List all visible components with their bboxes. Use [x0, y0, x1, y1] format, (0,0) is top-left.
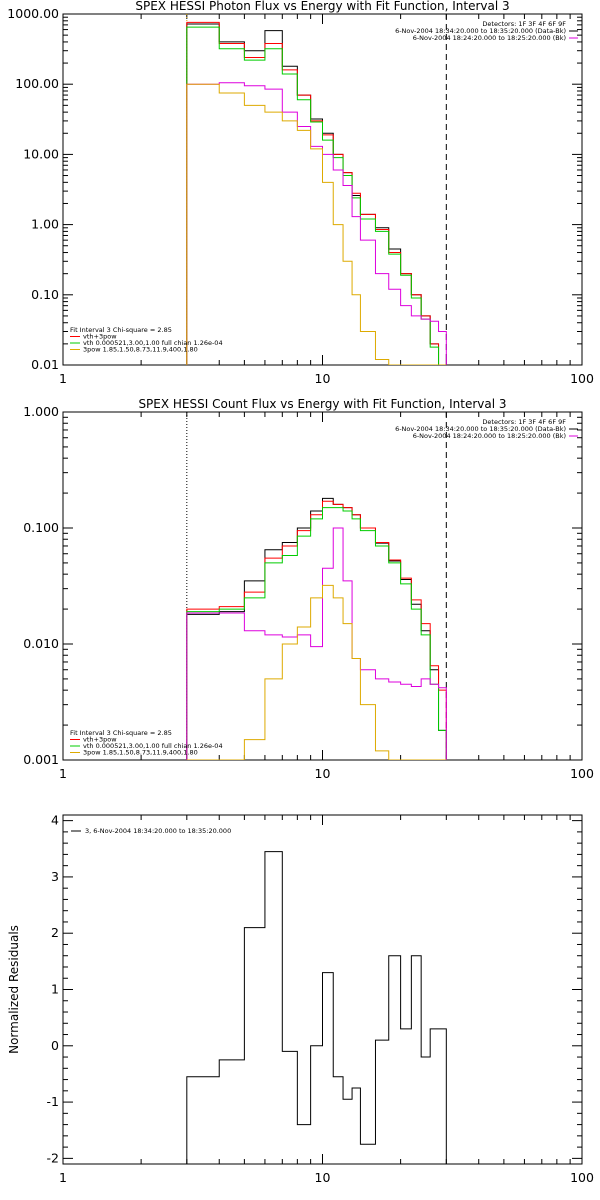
y-tick-label: 1.000 [23, 404, 59, 419]
series-line-1 [186, 851, 447, 1164]
series-line-4 [186, 82, 447, 365]
legend-header: Fit Interval 3 Chi-square = 2.85 [70, 326, 172, 334]
y-tick-label: 10.00 [23, 146, 59, 161]
y-tick-label: 0 [51, 1038, 59, 1053]
legend-header: Fit Interval 3 Chi-square = 2.85 [70, 729, 172, 737]
y-tick-label: -1 [47, 1094, 59, 1109]
y-tick-label: 1000.00 [7, 6, 59, 21]
x-tick-label: 100 [570, 766, 594, 781]
legend-entry: vth+3pow [83, 736, 117, 744]
header-line: 6-Nov-2004 18:34:20.000 to 18:35:20.000 … [395, 27, 566, 35]
x-tick-label: 1 [59, 371, 67, 386]
chart-panel-2: SPEX HESSI Count Flux vs Energy with Fit… [23, 397, 594, 781]
x-tick-label: 100 [570, 371, 594, 386]
header-line: 6-Nov-2004 18:24:20.000 to 18:25:20.000 … [413, 34, 566, 42]
x-tick-label: 10 [315, 371, 331, 386]
y-tick-label: 100.00 [15, 76, 59, 91]
series-line-2 [186, 21, 447, 365]
x-tick-label: 10 [315, 766, 331, 781]
y-tick-label: 0.001 [23, 752, 59, 767]
x-tick-label: 1 [59, 1170, 67, 1185]
y-tick-label: 0.010 [23, 636, 59, 651]
series-line-3 [186, 26, 447, 365]
x-tick-label: 100 [570, 1170, 594, 1185]
x-tick-label: 1 [59, 766, 67, 781]
y-tick-label: 3 [51, 869, 59, 884]
x-tick-label: 10 [315, 1170, 331, 1185]
y-tick-label: 2 [51, 925, 59, 940]
y-tick-label: 0.100 [23, 520, 59, 535]
plot-frame [62, 13, 583, 366]
legend-entry: 3pow 1.85,1.50,8.73,11.9,400,1.80 [83, 346, 198, 354]
legend-entry: 3pow 1.85,1.50,8.73,11.9,400,1.80 [83, 749, 198, 757]
legend-entry: vth 0.000521,3.00,1.00 full chian 1.26e-… [83, 742, 223, 750]
header-line: 6-Nov-2004 18:24:20.000 to 18:25:20.000 … [413, 432, 566, 440]
y-tick-label: 1.00 [31, 217, 59, 232]
chart-panel-1: SPEX HESSI Photon Flux vs Energy with Fi… [7, 0, 594, 386]
series-group [186, 14, 447, 365]
y-tick-label: 0.01 [31, 357, 59, 372]
legend-entry: vth 0.000521,3.00,1.00 full chian 1.26e-… [83, 339, 223, 347]
y-tick-label: 4 [51, 813, 59, 828]
series-line-1 [186, 23, 447, 365]
series-line-1 [186, 497, 447, 760]
header-line: Detectors: 1F 3F 4F 6F 9F [482, 20, 566, 28]
header-line: Detectors: 1F 3F 4F 6F 9F [482, 418, 566, 426]
header-line: 6-Nov-2004 18:34:20.000 to 18:35:20.000 … [395, 425, 566, 433]
series-line-5 [186, 584, 447, 760]
series-group [186, 851, 447, 1164]
chart-title: SPEX HESSI Count Flux vs Energy with Fit… [138, 397, 506, 411]
series-line-3 [186, 507, 447, 760]
y-tick-label: -2 [47, 1150, 59, 1165]
y-axis-label: Normalized Residuals [7, 925, 21, 1054]
series-line-4 [186, 527, 447, 760]
y-tick-label: 0.10 [31, 287, 59, 302]
chart-title: SPEX HESSI Photon Flux vs Energy with Fi… [135, 0, 509, 13]
legend-entry: vth+3pow [83, 333, 117, 341]
y-tick-label: 1 [51, 982, 59, 997]
series-group [186, 412, 447, 760]
legend-entry: 3, 6-Nov-2004 18:34:20.000 to 18:35:20.0… [85, 827, 231, 835]
series-line-2 [186, 500, 447, 760]
series-line-5 [186, 83, 447, 365]
